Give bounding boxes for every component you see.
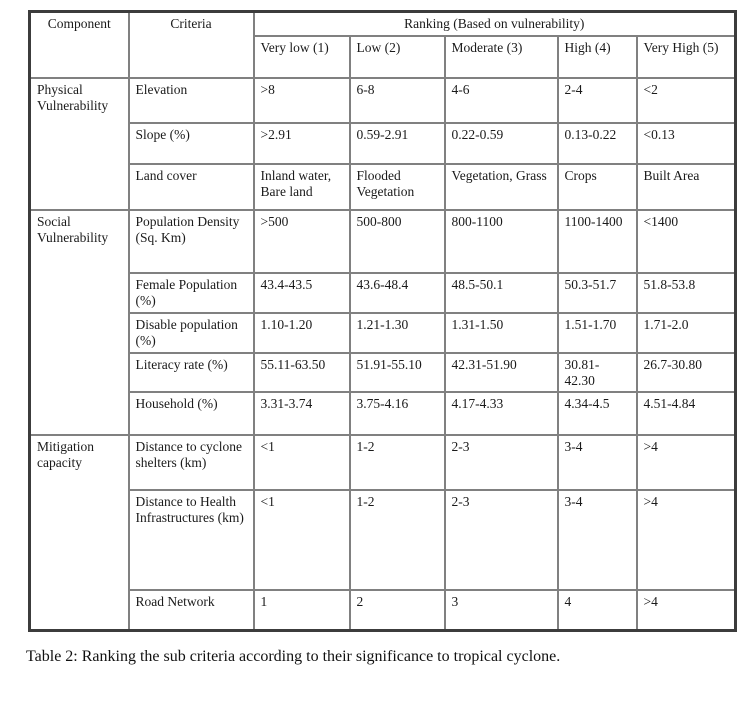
value-cell: 1.71-2.0 xyxy=(635,311,737,354)
value-cell: 500-800 xyxy=(348,208,446,274)
value-cell: 26.7-30.80 xyxy=(635,351,737,394)
table-row: Female Population (%) 43.4-43.5 43.6-48.4 4… xyxy=(30,271,737,314)
value-cell: 0.59-2.91 xyxy=(348,121,446,165)
header-row-rank-levels: Very low (1) Low (2) Moderate (3) High (4) V… xyxy=(30,34,737,79)
value-cell: 6-8 xyxy=(348,76,446,124)
value-cell: 42.31-51.90 xyxy=(443,351,559,394)
criteria-cell: Road Network xyxy=(127,589,255,632)
value-cell: >4 xyxy=(635,434,737,492)
component-cell: Social Vulnerability xyxy=(28,208,130,437)
table-row: Disable population (%) 1.10-1.20 1.21-1.30… xyxy=(30,311,737,354)
value-cell: >4 xyxy=(635,489,737,592)
value-cell: <0.13 xyxy=(635,121,737,165)
header-row-top: Component Criteria Ranking (Based on vul… xyxy=(28,10,737,79)
rank-level-header-4: High (4) xyxy=(556,34,638,79)
criteria-cell: Slope (%) xyxy=(127,121,255,165)
value-cell: <1 xyxy=(252,489,351,592)
rank-level-header-1: Very low (1) xyxy=(252,34,351,79)
table-row: Household (%) 3.31-3.74 3.75-4.16 4.17-4.33… xyxy=(30,391,737,437)
value-cell: 3.31-3.74 xyxy=(252,391,351,437)
value-cell: 1-2 xyxy=(348,434,446,492)
value-cell: 51.8-53.8 xyxy=(635,271,737,314)
table-row: Distance to Health Infrastructures (km) <… xyxy=(30,489,737,592)
value-cell: 4 xyxy=(556,589,638,632)
value-cell: 51.91-55.10 xyxy=(348,351,446,394)
criteria-cell: Disable population (%) xyxy=(127,311,255,354)
value-cell: 3-4 xyxy=(556,489,638,592)
value-cell: 3.75-4.16 xyxy=(348,391,446,437)
value-cell: Vegetation, Grass xyxy=(443,162,559,211)
criteria-cell: Distance to Health Infrastructures (km) xyxy=(127,489,255,592)
value-cell: 48.5-50.1 xyxy=(443,271,559,314)
value-cell: Flooded Vegetation xyxy=(348,162,446,211)
criteria-cell: Distance to cyclone shelters (km) xyxy=(127,434,255,492)
criteria-cell: Elevation xyxy=(127,76,255,124)
rank-level-header-3: Moderate (3) xyxy=(443,34,559,79)
value-cell: 2-4 xyxy=(556,76,638,124)
value-cell: 1.31-1.50 xyxy=(443,311,559,354)
value-cell: 30.81-42.30 xyxy=(556,351,638,394)
value-cell: Inland water, Bare land xyxy=(252,162,351,211)
value-cell: 1.21-1.30 xyxy=(348,311,446,354)
criteria-cell: Household (%) xyxy=(127,391,255,437)
col-header-ranking: Ranking (Based on vulnerability) xyxy=(252,10,737,37)
ranking-table: Component Criteria Ranking (Based on vul… xyxy=(28,10,737,632)
value-cell: <1 xyxy=(252,434,351,492)
value-cell: 55.11-63.50 xyxy=(252,351,351,394)
value-cell: 4-6 xyxy=(443,76,559,124)
value-cell: 4.51-4.84 xyxy=(635,391,737,437)
value-cell: Crops xyxy=(556,162,638,211)
value-cell: 0.13-0.22 xyxy=(556,121,638,165)
value-cell: 43.6-48.4 xyxy=(348,271,446,314)
criteria-cell: Population Density (Sq. Km) xyxy=(127,208,255,274)
value-cell: >500 xyxy=(252,208,351,274)
value-cell: 2-3 xyxy=(443,489,559,592)
table-row: Literacy rate (%) 55.11-63.50 51.91-55.10 4… xyxy=(30,351,737,394)
col-header-component: Component xyxy=(28,10,130,79)
table-row: Mitigation capacity Distance to cyclone s… xyxy=(28,434,737,632)
value-cell: 1-2 xyxy=(348,489,446,592)
table-row: Physical Vulnerability Elevation >8 6-8 4-6 2… xyxy=(28,76,737,211)
component-cell: Mitigation capacity xyxy=(28,434,130,632)
rank-level-header-5: Very High (5) xyxy=(635,34,737,79)
value-cell: 2 xyxy=(348,589,446,632)
value-cell: <1400 xyxy=(635,208,737,274)
value-cell: 43.4-43.5 xyxy=(252,271,351,314)
table-row: Land cover Inland water, Bare land Flooded… xyxy=(30,162,737,211)
value-cell: 50.3-51.7 xyxy=(556,271,638,314)
criteria-cell: Literacy rate (%) xyxy=(127,351,255,394)
value-cell: 3 xyxy=(443,589,559,632)
col-header-criteria: Criteria xyxy=(127,10,255,79)
value-cell: 3-4 xyxy=(556,434,638,492)
value-cell: 1100-1400 xyxy=(556,208,638,274)
criteria-cell: Female Population (%) xyxy=(127,271,255,314)
value-cell: >2.91 xyxy=(252,121,351,165)
value-cell: >8 xyxy=(252,76,351,124)
rank-level-header-2: Low (2) xyxy=(348,34,446,79)
value-cell: 800-1100 xyxy=(443,208,559,274)
table-caption: Table 2: Ranking the sub criteria accord… xyxy=(26,648,561,665)
value-cell: 4.34-4.5 xyxy=(556,391,638,437)
table-row: Slope (%) >2.91 0.59-2.91 0.22-0.59 0.13-0.2… xyxy=(30,121,737,165)
value-cell: 4.17-4.33 xyxy=(443,391,559,437)
value-cell: 2-3 xyxy=(443,434,559,492)
table-row: Social Vulnerability Population Density (… xyxy=(28,208,737,437)
table-row: Road Network 1 2 3 4 >4 xyxy=(30,589,737,632)
value-cell: <2 xyxy=(635,76,737,124)
value-cell: 1.51-1.70 xyxy=(556,311,638,354)
value-cell: 0.22-0.59 xyxy=(443,121,559,165)
value-cell: 1.10-1.20 xyxy=(252,311,351,354)
value-cell: >4 xyxy=(635,589,737,632)
value-cell: 1 xyxy=(252,589,351,632)
value-cell: Built Area xyxy=(635,162,737,211)
criteria-cell: Land cover xyxy=(127,162,255,211)
component-cell: Physical Vulnerability xyxy=(28,76,130,211)
